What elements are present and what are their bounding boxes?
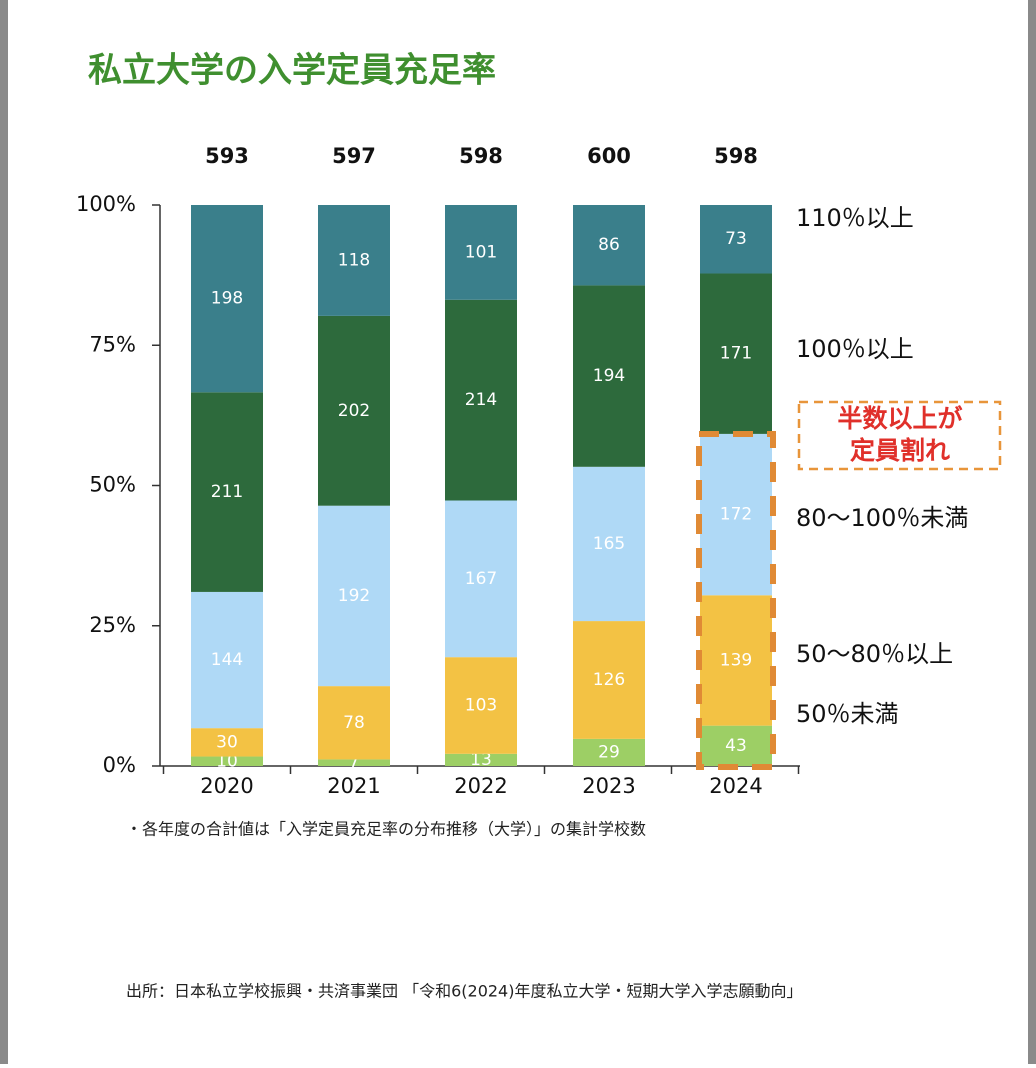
bar-segment: [573, 285, 645, 467]
x-tick-label: 2021: [327, 774, 380, 798]
value-label: 126: [593, 670, 625, 690]
bar-segment: [700, 595, 772, 726]
legend-label: 50〜80％以上: [796, 640, 953, 668]
bar-segment: [700, 273, 772, 434]
bar-segment: [191, 728, 263, 757]
y-tick-label: 50%: [89, 473, 136, 497]
value-label: 73: [725, 229, 747, 249]
bar-segment: [318, 315, 390, 506]
left-edge: [0, 0, 8, 1064]
note: ・各年度の合計値は「入学定員充足率の分布推移（大学）」の集計学校数: [126, 820, 646, 839]
value-label: 198: [211, 289, 243, 309]
bar-segment: [445, 205, 517, 300]
value-label: 13: [470, 750, 492, 770]
bar-segment: [318, 505, 390, 687]
value-label: 139: [720, 650, 752, 670]
highlight-box: [696, 431, 776, 770]
bar-segment: [700, 725, 772, 766]
bar-segment: [573, 738, 645, 766]
bar-segment: [318, 686, 390, 760]
value-label: 29: [598, 742, 620, 762]
bar-segment: [191, 205, 263, 393]
value-label: 214: [465, 390, 497, 410]
bar-segment: [700, 205, 772, 274]
x-tick-label: 2022: [454, 774, 507, 798]
value-label: 144: [211, 650, 243, 670]
bar-segment: [700, 433, 772, 596]
value-label: 86: [598, 235, 620, 255]
callout-wrap: 半数以上が定員割れ: [837, 404, 963, 465]
bar-segment: [573, 621, 645, 739]
value-label: 192: [338, 586, 370, 606]
bar-segment: [573, 466, 645, 622]
callout-text: 半数以上が定員割れ: [837, 404, 963, 465]
chart-title: 私立大学の入学定員充足率: [88, 51, 496, 91]
bar-segment: [445, 657, 517, 754]
legend-label: 80〜100％未満: [796, 504, 968, 532]
x-tick-label: 2024: [709, 774, 762, 798]
value-label: 171: [720, 344, 752, 364]
legend-label: 110％以上: [796, 204, 914, 232]
bar-segment: [573, 205, 645, 286]
value-label: 7: [349, 753, 360, 773]
total-label: 598: [714, 144, 758, 168]
x-tick-label: 2023: [582, 774, 635, 798]
value-label: 118: [338, 250, 370, 270]
value-label: 78: [343, 713, 365, 733]
bar-segment: [191, 591, 263, 729]
bar-segment: [318, 759, 390, 766]
bar-segment: [445, 299, 517, 501]
y-tick-label: 25%: [89, 613, 136, 637]
total-label: 597: [332, 144, 376, 168]
value-label: 194: [593, 366, 625, 386]
total-label: 593: [205, 144, 249, 168]
value-label: 202: [338, 401, 370, 421]
source: 出所：日本私立学校振興・共済事業団 「令和6(2024)年度私立大学・短期大学入…: [126, 982, 802, 1001]
bar-segment: [191, 392, 263, 592]
y-tick-label: 100%: [76, 192, 136, 216]
value-label: 43: [725, 736, 747, 756]
y-tick-label: 0%: [103, 753, 136, 777]
bar-segment: [445, 753, 517, 766]
bar-segment: [191, 756, 263, 766]
y-tick-label: 75%: [89, 332, 136, 356]
right-edge: [1028, 0, 1036, 1064]
legend-label: 50％未満: [796, 700, 899, 728]
bar-segment: [445, 500, 517, 658]
value-label: 103: [465, 695, 497, 715]
value-label: 167: [465, 569, 497, 589]
x-tick-label: 2020: [200, 774, 253, 798]
legend-label: 100％以上: [796, 335, 914, 363]
value-label: 211: [211, 482, 243, 502]
total-label: 600: [587, 144, 631, 168]
value-label: 165: [593, 534, 625, 554]
bar-segment: [318, 205, 390, 316]
total-label: 598: [459, 144, 503, 168]
callout-box: [797, 400, 1002, 471]
value-label: 172: [720, 505, 752, 525]
value-label: 30: [216, 732, 238, 752]
value-label: 101: [465, 242, 497, 262]
